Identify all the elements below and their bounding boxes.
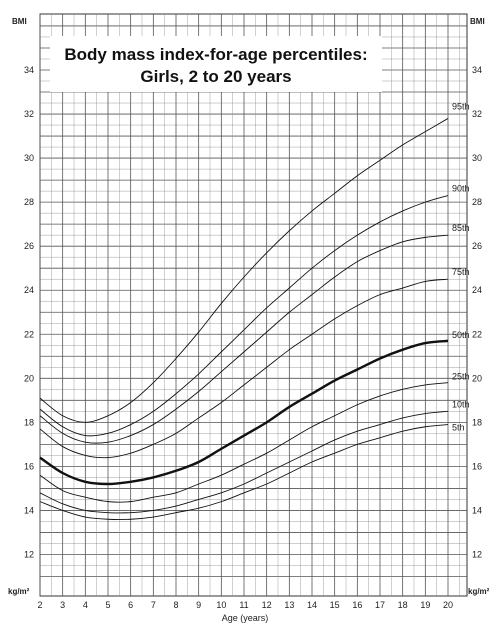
x-tick-label: 20 [443,600,453,610]
x-tick-label: 19 [420,600,430,610]
y-tick-label-left: 26 [24,241,34,251]
y-tick-label-left: 30 [24,153,34,163]
y-tick-label-right: 18 [472,417,482,427]
x-tick-label: 10 [216,600,226,610]
y-tick-label-left: 34 [24,65,34,75]
percentile-label-25th: 25th [452,372,470,382]
x-tick-label: 17 [375,600,385,610]
y-tick-label-left: 20 [24,373,34,383]
percentile-curve-90th [39,195,449,437]
percentile-label-75th: 75th [452,267,470,277]
x-tick-label: 6 [128,600,133,610]
x-tick-label: 5 [105,600,110,610]
y-unit-label-right: kg/m² [468,587,490,596]
percentile-curve-25th [39,382,449,503]
y-axis-label-right: BMI [470,17,485,26]
x-tick-label: 15 [330,600,340,610]
x-tick-label: 13 [284,600,294,610]
grid-lines [39,13,468,597]
percentile-label-5th: 5th [452,423,465,433]
percentile-curve-95th [39,118,449,423]
y-tick-label-right: 12 [472,549,482,559]
percentile-curve-50th [39,339,449,486]
y-unit-label-left: kg/m² [8,587,30,596]
x-tick-label: 3 [60,600,65,610]
y-tick-label-left: 32 [24,109,34,119]
y-tick-label-right: 24 [472,285,482,295]
y-tick-label-left: 28 [24,197,34,207]
y-tick-label-right: 22 [472,329,482,339]
percentile-label-85th: 85th [452,223,470,233]
y-tick-label-right: 32 [472,109,482,119]
x-tick-label: 11 [239,600,248,610]
title-box [50,36,382,92]
y-tick-label-right: 20 [472,373,482,383]
y-tick-label-left: 22 [24,329,34,339]
percentile-label-10th: 10th [452,399,470,409]
percentile-label-50th: 50th [452,330,470,340]
x-tick-label: 4 [83,600,88,610]
y-tick-label-left: 12 [24,549,34,559]
x-tick-label: 2 [37,600,42,610]
x-tick-label: 8 [173,600,178,610]
y-tick-label-left: 16 [24,461,34,471]
x-tick-label: 16 [352,600,362,610]
x-tick-label: 18 [398,600,408,610]
y-tick-label-right: 34 [472,65,482,75]
percentile-curve-85th [39,234,449,444]
y-tick-label-left: 14 [24,505,34,515]
percentile-label-95th: 95th [452,101,470,111]
chart-subtitle: Girls, 2 to 20 years [140,67,291,86]
y-tick-label-right: 16 [472,461,482,471]
y-axis-label-left: BMI [12,17,27,26]
percentile-curve-5th [39,424,449,520]
x-tick-label: 12 [262,600,272,610]
y-tick-label-left: 24 [24,285,34,295]
percentile-curve-75th [39,278,449,459]
x-axis-title: Age (years) [222,613,269,623]
x-tick-label: 7 [151,600,156,610]
chart-title: Body mass index-for-age percentiles: [64,45,367,64]
percentile-label-90th: 90th [452,184,470,194]
y-tick-label-right: 26 [472,241,482,251]
y-tick-label-right: 30 [472,153,482,163]
y-tick-label-right: 14 [472,505,482,515]
y-tick-label-right: 28 [472,197,482,207]
percentile-curves: 95th 90th 85th 75th 50th 25th 10th 5th [39,101,470,520]
percentile-curve-10th [39,410,449,514]
x-tick-label: 9 [196,600,201,610]
x-tick-label: 14 [307,600,317,610]
y-tick-label-left: 18 [24,417,34,427]
